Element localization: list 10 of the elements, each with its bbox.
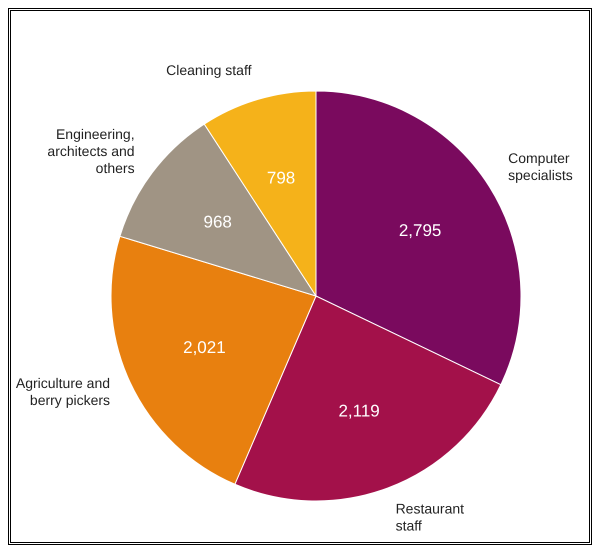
- data-label: 968: [204, 212, 232, 232]
- slice-label: Computer specialists: [508, 150, 573, 184]
- data-label: 2,021: [183, 338, 226, 358]
- slice-label: Cleaning staff: [166, 62, 252, 78]
- data-label: 798: [266, 168, 296, 188]
- slice-label: Restaurant staff: [396, 500, 464, 534]
- data-label: 2,795: [398, 220, 442, 240]
- slice-label: Engineering, architects and others: [47, 126, 135, 176]
- data-label: 2,119: [338, 402, 380, 421]
- slice-label: Agriculture and berry pickers: [16, 374, 110, 408]
